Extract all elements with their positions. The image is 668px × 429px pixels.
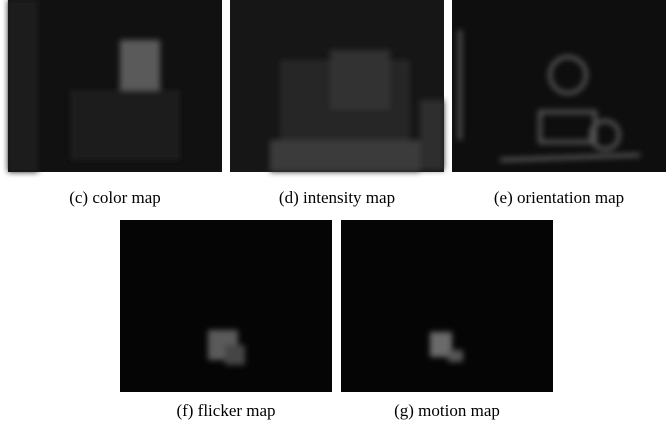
caption: (d) intensity map xyxy=(279,188,395,207)
motion-map-image xyxy=(341,220,553,392)
color-map-image xyxy=(8,0,222,172)
orientation-map-image xyxy=(452,0,666,172)
caption: (c) color map xyxy=(69,188,161,207)
flicker-map-image xyxy=(120,220,332,392)
intensity-map-image xyxy=(230,0,444,172)
caption: (f) flicker map xyxy=(176,401,275,420)
caption: (e) orientation map xyxy=(494,188,624,207)
figure: (c) color map (d) intensity map (e) orie… xyxy=(0,0,668,429)
caption: (g) motion map xyxy=(394,401,500,420)
